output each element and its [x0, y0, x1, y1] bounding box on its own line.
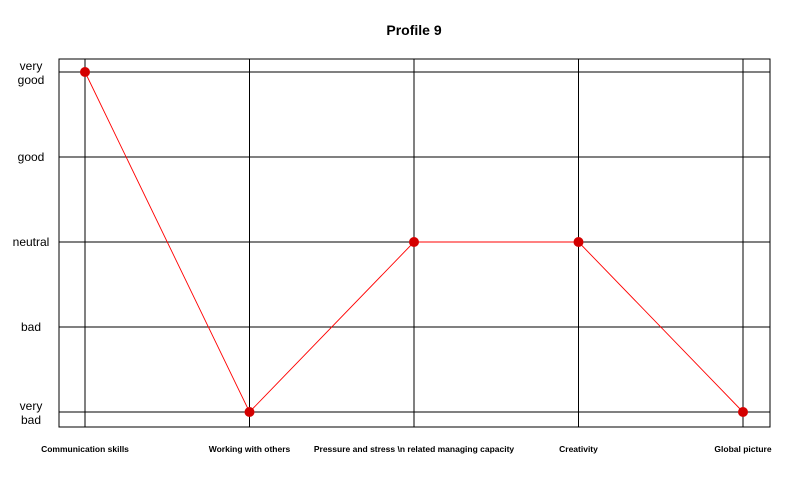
y-tick-label: very good — [18, 59, 45, 87]
series — [80, 67, 748, 417]
x-tick-label: Communication skills — [41, 444, 129, 454]
grid — [59, 59, 770, 427]
data-point — [80, 67, 90, 77]
x-tick-label: Pressure and stress \n related managing … — [314, 444, 515, 454]
x-tick-label: Global picture — [714, 444, 771, 454]
data-point — [738, 407, 748, 417]
chart-title: Profile 9 — [386, 22, 441, 38]
y-tick-label: very bad — [20, 399, 43, 427]
plot-frame — [58, 58, 771, 428]
data-point — [573, 237, 584, 247]
y-tick-label: neutral — [13, 235, 50, 249]
x-axis-ticks: Communication skills Working with others P… — [41, 444, 772, 454]
y-tick-label: bad — [21, 320, 41, 334]
y-tick-label: good — [18, 150, 45, 164]
data-point — [409, 237, 419, 247]
x-tick-label: Working with others — [209, 444, 291, 454]
x-tick-label: Creativity — [559, 444, 598, 454]
y-axis-ticks: very bad bad neutral good very good — [13, 59, 50, 427]
data-point — [244, 407, 255, 417]
